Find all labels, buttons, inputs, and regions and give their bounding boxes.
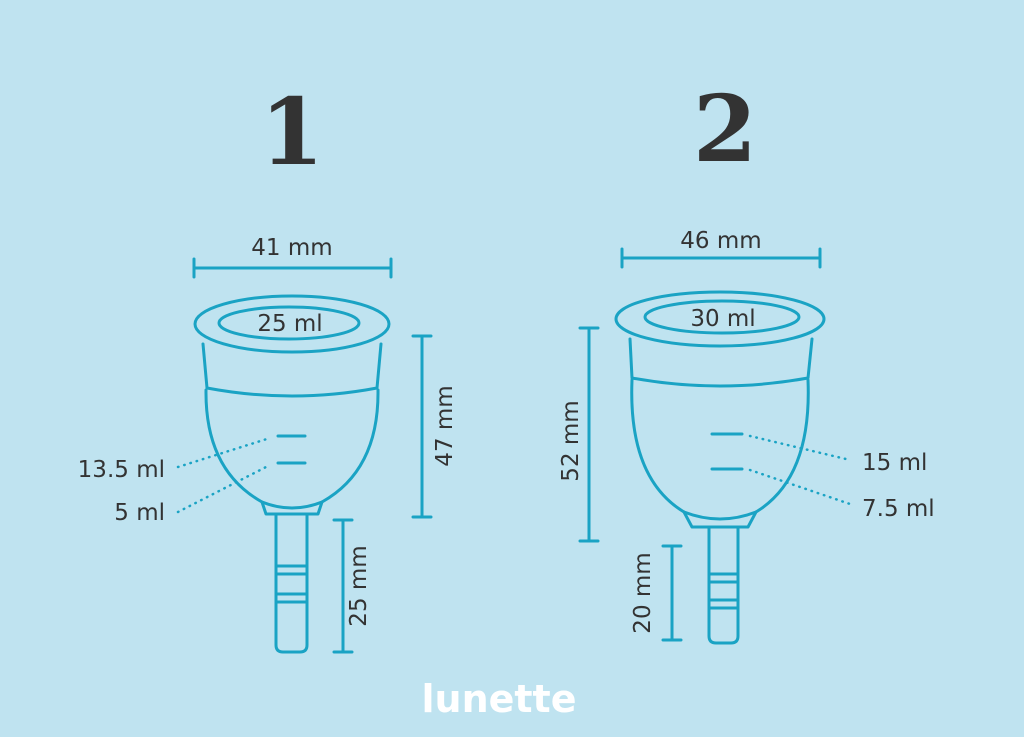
cup-2-mark-lower-label: 7.5 ml xyxy=(862,496,935,522)
cup-2-width-label: 46 mm xyxy=(680,228,761,254)
cup-1-height-label: 47 mm xyxy=(432,385,458,466)
cup-1-measure-marks xyxy=(276,434,307,465)
cup-2-stem-dimension xyxy=(661,544,683,642)
cup-2-outline xyxy=(614,290,826,645)
cup-2-number: 2 xyxy=(693,75,757,183)
cup-1-stem-dimension xyxy=(332,518,354,654)
cup-1-width-dimension xyxy=(192,257,393,279)
cup-2-stem-label: 20 mm xyxy=(630,552,656,633)
cup-2-measure-marks xyxy=(710,432,744,471)
cup-2-mark-upper-label: 15 ml xyxy=(862,450,927,476)
cup-1-capacity-label: 25 ml xyxy=(257,311,322,337)
cup-1-mark-upper-label: 13.5 ml xyxy=(78,457,165,483)
cup-2-capacity-label: 30 ml xyxy=(690,306,755,332)
cup-1-height-dimension xyxy=(411,334,433,519)
lunette-logo: lunette xyxy=(421,677,576,721)
cup-1-outline xyxy=(193,294,391,654)
cup-2-height-label: 52 mm xyxy=(558,400,584,481)
cup-2-height-dimension xyxy=(578,326,600,543)
cup-1-width-label: 41 mm xyxy=(251,235,332,261)
cup-1-mark-lower-label: 5 ml xyxy=(114,500,165,526)
cup-2-width-dimension xyxy=(620,247,822,269)
leader-lines xyxy=(176,434,852,514)
cup-1-stem-label: 25 mm xyxy=(346,545,372,626)
cup-1-number: 1 xyxy=(260,78,324,186)
